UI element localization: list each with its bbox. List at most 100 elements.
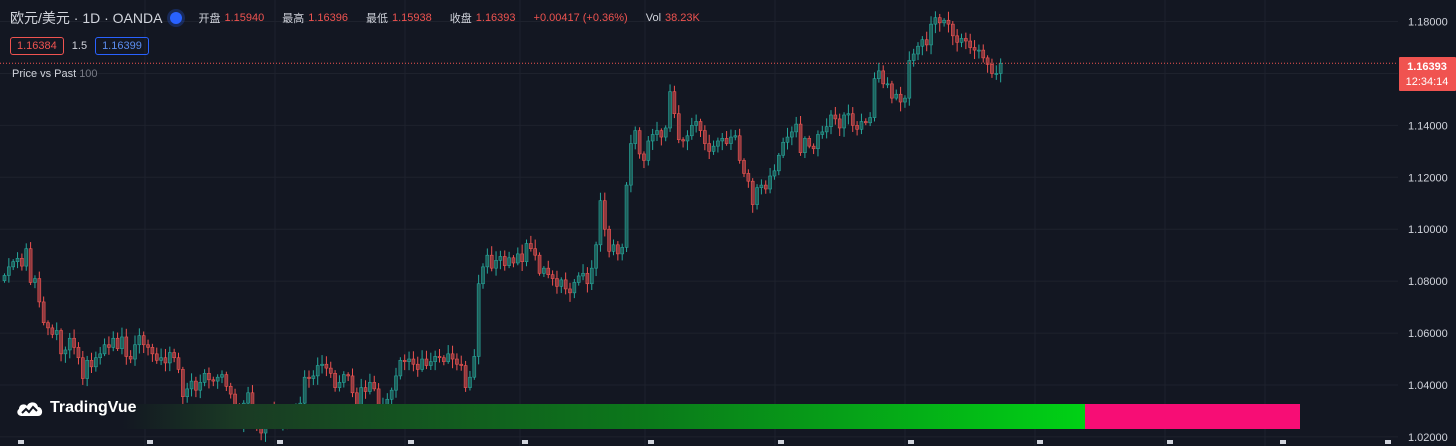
candle-body bbox=[476, 283, 481, 357]
candle bbox=[903, 95, 907, 108]
sell-price-button[interactable]: 1.16384 bbox=[10, 37, 64, 55]
candle bbox=[563, 272, 568, 295]
candle-body bbox=[646, 140, 651, 161]
candle bbox=[798, 115, 803, 156]
last-price-value: 1.16393 bbox=[1407, 61, 1447, 73]
candle-body bbox=[320, 363, 324, 366]
candle-body bbox=[315, 365, 320, 377]
candle-body bbox=[150, 347, 155, 355]
candle-body bbox=[28, 248, 33, 283]
candle bbox=[394, 367, 398, 398]
indicator-legend[interactable]: Price vs Past 100 bbox=[12, 68, 98, 80]
candle-body bbox=[898, 93, 903, 103]
candle-body bbox=[572, 282, 577, 294]
candle bbox=[959, 33, 964, 48]
time-tick bbox=[1385, 440, 1391, 444]
candle bbox=[89, 352, 94, 373]
candle-body bbox=[176, 357, 181, 370]
candle bbox=[459, 355, 464, 371]
candle bbox=[920, 36, 925, 56]
candle bbox=[228, 382, 233, 399]
candle-body bbox=[502, 256, 507, 266]
candle-body bbox=[41, 301, 46, 323]
candle bbox=[759, 179, 764, 195]
candle-body bbox=[977, 49, 981, 52]
candle bbox=[724, 131, 729, 146]
candle-body bbox=[855, 125, 859, 130]
candle-body bbox=[489, 254, 494, 269]
candle bbox=[76, 342, 81, 365]
candle bbox=[50, 324, 55, 339]
candle-body bbox=[7, 266, 11, 276]
candle-body bbox=[507, 257, 511, 266]
candle bbox=[689, 117, 694, 140]
candle-body bbox=[363, 387, 368, 392]
candle bbox=[168, 346, 172, 372]
candle-body bbox=[633, 130, 638, 144]
candle-body bbox=[50, 327, 55, 335]
candle-body bbox=[655, 130, 659, 135]
candle bbox=[772, 164, 777, 180]
volume-value: 38.23K bbox=[665, 12, 700, 24]
brand-logo[interactable]: TradingVue bbox=[16, 399, 137, 417]
legend-bar: 欧元/美元 · 1D · OANDA 开盘 1.15940 最高 1.16396 最… bbox=[10, 8, 718, 28]
candle bbox=[2, 273, 7, 283]
candle-body bbox=[33, 278, 37, 283]
candle bbox=[911, 48, 916, 67]
candle bbox=[972, 40, 977, 60]
candle-body bbox=[663, 127, 668, 138]
high-value: 1.16396 bbox=[308, 12, 348, 24]
candle-body bbox=[964, 38, 968, 42]
candle bbox=[215, 374, 220, 389]
candle bbox=[607, 225, 611, 258]
candle-body bbox=[533, 248, 538, 256]
candle-body bbox=[11, 261, 15, 268]
candle bbox=[181, 366, 185, 404]
candle bbox=[311, 370, 316, 386]
candle bbox=[916, 42, 920, 61]
candle-body bbox=[124, 336, 129, 357]
candle bbox=[707, 134, 712, 160]
candle-body bbox=[224, 374, 229, 387]
time-axis bbox=[18, 440, 1391, 444]
candle bbox=[111, 331, 116, 352]
candle-body bbox=[72, 337, 76, 348]
candle-series bbox=[2, 11, 1003, 442]
candle bbox=[59, 328, 63, 362]
candle bbox=[346, 372, 350, 382]
time-tick bbox=[18, 440, 24, 444]
candle-body bbox=[146, 344, 150, 348]
candle-body bbox=[98, 353, 102, 359]
candle-body bbox=[207, 373, 211, 381]
candle-body bbox=[455, 358, 459, 365]
candle bbox=[729, 129, 733, 150]
candle-body bbox=[676, 113, 681, 140]
candle-body bbox=[107, 344, 111, 348]
candle-body bbox=[820, 131, 825, 135]
candle-body bbox=[324, 363, 329, 369]
candle-body bbox=[833, 114, 838, 120]
candle-body bbox=[937, 17, 942, 24]
candle-body bbox=[668, 91, 672, 129]
candle-body bbox=[202, 373, 207, 383]
candle bbox=[41, 296, 46, 326]
candle bbox=[837, 113, 842, 137]
candle-body bbox=[385, 398, 390, 405]
low-field: 最低 1.15938 bbox=[366, 10, 432, 26]
candle-body bbox=[794, 123, 799, 133]
candle-body bbox=[811, 145, 816, 150]
candle bbox=[402, 354, 407, 371]
candle bbox=[768, 167, 772, 194]
symbol-title[interactable]: 欧元/美元 · 1D · OANDA bbox=[10, 10, 163, 26]
candle-body bbox=[302, 376, 307, 404]
time-tick bbox=[1280, 440, 1286, 444]
buy-price-button[interactable]: 1.16399 bbox=[95, 37, 149, 55]
candle bbox=[28, 242, 33, 286]
candle-body bbox=[446, 353, 451, 362]
candle-body bbox=[111, 337, 116, 348]
candle-body bbox=[450, 353, 455, 360]
candle-body bbox=[598, 200, 603, 246]
candle bbox=[794, 116, 799, 138]
candle-body bbox=[724, 138, 729, 144]
